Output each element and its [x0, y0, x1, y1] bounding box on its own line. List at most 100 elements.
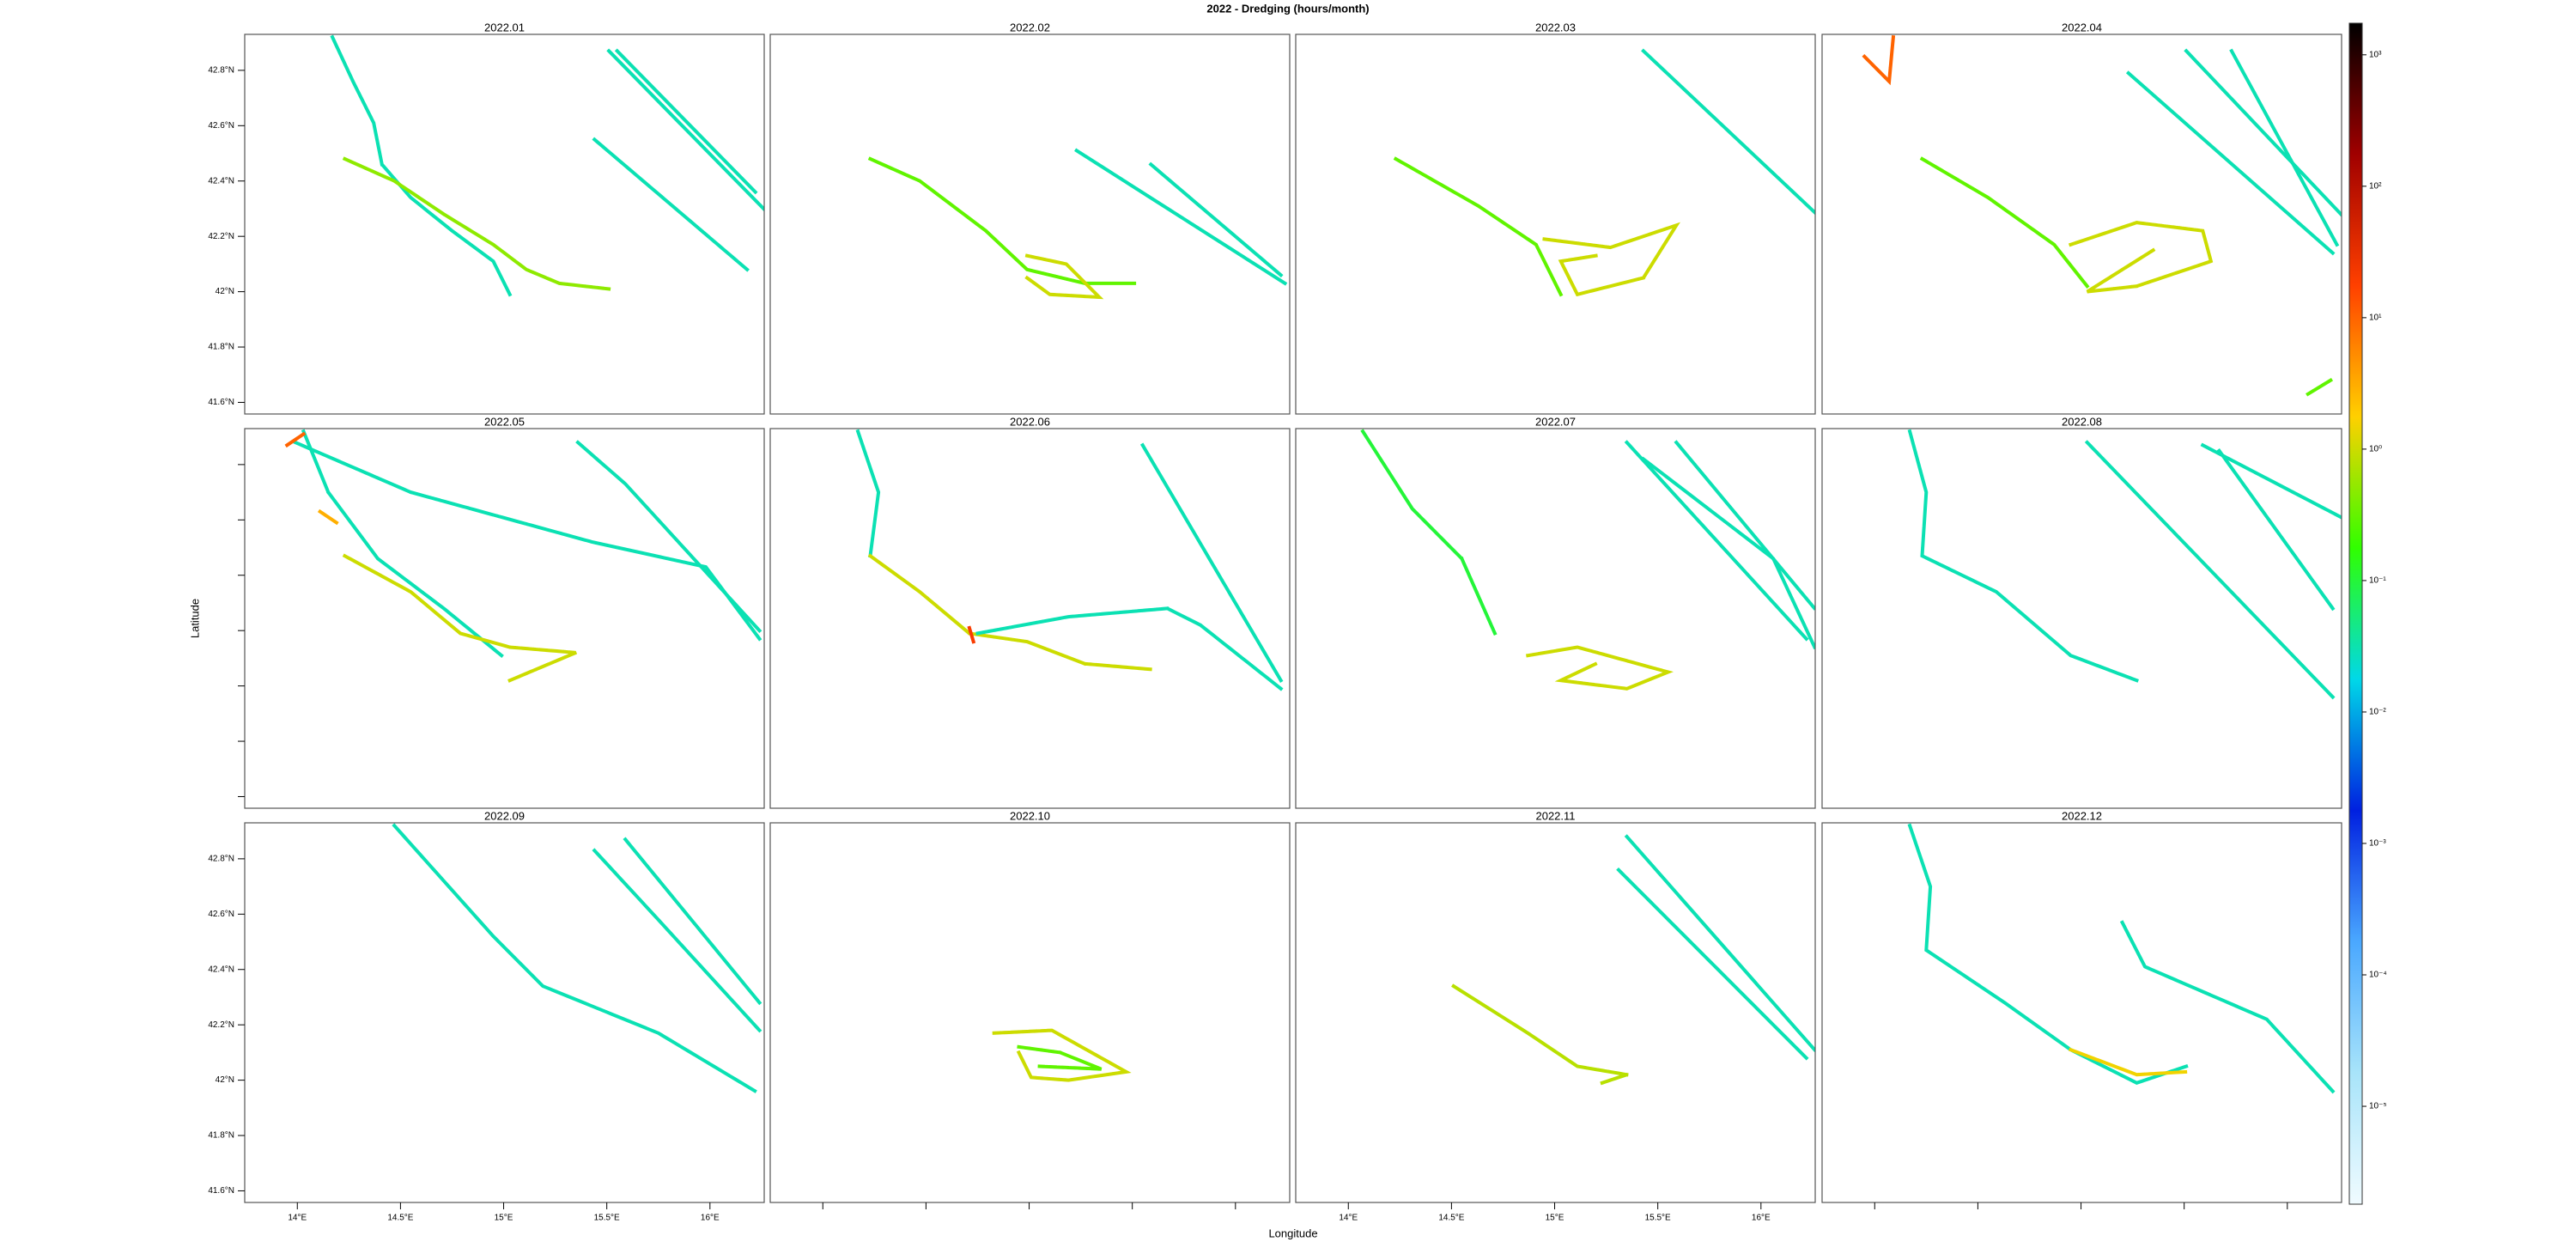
track: [592, 848, 762, 1033]
panel-frame: [769, 822, 1291, 1203]
track: [2084, 440, 2336, 700]
track-layer: [1862, 35, 2342, 397]
x-tick-label: 16°E: [701, 1214, 720, 1223]
track: [1674, 440, 1815, 612]
track: [1907, 429, 2139, 683]
track: [301, 429, 504, 659]
panel-title: 2022.03: [1535, 21, 1576, 33]
panel-title: 2022.01: [484, 21, 525, 33]
track: [1542, 222, 1680, 297]
track: [1451, 983, 1628, 1086]
track: [1393, 156, 1564, 297]
colorbar-tick-label: 10⁻⁴: [2369, 971, 2387, 980]
track: [2184, 48, 2342, 217]
y-tick-label: 42.4°N: [208, 965, 234, 974]
panel-title: 2022.11: [1535, 809, 1575, 822]
panel-frame: [1295, 33, 1816, 415]
panel-title: 2022.10: [1010, 809, 1050, 822]
panel-frame: [769, 428, 1291, 809]
track: [975, 606, 1284, 691]
y-tick-label: 42.4°N: [208, 176, 234, 186]
colorbar-tick-label: 10²: [2369, 181, 2382, 191]
track: [967, 625, 976, 644]
track: [317, 508, 339, 526]
track: [2068, 221, 2214, 294]
colorbar-tick-label: 10⁻⁵: [2369, 1102, 2387, 1111]
track: [1360, 429, 1498, 636]
track: [2216, 448, 2336, 612]
y-tick-label: 42.2°N: [208, 1020, 234, 1030]
panel-title: 2022.12: [2062, 809, 2102, 822]
track: [867, 156, 1137, 285]
panel-frame: [244, 428, 765, 809]
track: [855, 429, 881, 558]
track: [2306, 377, 2334, 397]
track-layer: [855, 429, 1284, 691]
x-tick-label: 15°E: [1546, 1214, 1564, 1223]
track: [2119, 920, 2336, 1094]
x-tick-label: 15°E: [495, 1214, 513, 1223]
panel-frame: [244, 33, 765, 415]
track: [342, 156, 611, 291]
panel-title: 2022.06: [1010, 415, 1050, 428]
x-tick-label: 14.5°E: [387, 1214, 413, 1223]
colorbar-tick-label: 10⁻²: [2369, 708, 2386, 717]
y-tick-label: 41.8°N: [208, 1131, 234, 1141]
x-tick-label: 16°E: [1752, 1214, 1771, 1223]
panel-title: 2022.02: [1010, 21, 1050, 33]
track: [1907, 823, 2189, 1085]
track: [614, 48, 758, 195]
panel-title: 2022.05: [484, 415, 525, 428]
x-tick-label: 15.5°E: [594, 1214, 620, 1223]
chart-title: 2022 - Dredging (hours/month): [1206, 2, 1369, 15]
y-axis-label: Latitude: [188, 599, 201, 638]
track: [1017, 1044, 1103, 1071]
panel-title: 2022.09: [484, 809, 525, 822]
track: [1624, 440, 1809, 642]
track: [284, 431, 307, 448]
track: [1641, 456, 1815, 650]
track: [342, 553, 577, 683]
y-tick-label: 42.6°N: [208, 121, 234, 131]
track: [867, 553, 1153, 672]
panel-frame: [1821, 33, 2342, 415]
colorbar: [2348, 22, 2363, 1205]
track: [623, 837, 762, 1006]
track: [2229, 48, 2340, 247]
track: [606, 48, 764, 211]
track-layer: [1360, 429, 1815, 691]
track: [992, 1028, 1132, 1082]
track: [1624, 834, 1815, 1053]
y-tick-label: 41.6°N: [208, 398, 234, 407]
y-tick-label: 42°N: [216, 287, 234, 296]
panel-frame: [1821, 428, 2342, 809]
x-tick-label: 14.5°E: [1438, 1214, 1464, 1223]
track-layer: [992, 1028, 1132, 1082]
panel-frame: [769, 33, 1291, 415]
y-tick-label: 41.6°N: [208, 1186, 234, 1196]
x-axis-label: Longitude: [1268, 1227, 1317, 1239]
y-tick-label: 42.8°N: [208, 66, 234, 76]
colorbar-tick-label: 10⁻¹: [2369, 576, 2386, 586]
panel-title: 2022.07: [1535, 415, 1576, 428]
y-tick-label: 42.6°N: [208, 910, 234, 919]
track: [1641, 48, 1815, 216]
track: [2125, 70, 2336, 256]
track-layer: [392, 823, 762, 1094]
track-layer: [867, 148, 1288, 300]
y-tick-label: 42°N: [216, 1075, 234, 1085]
panel-frame: [1295, 822, 1816, 1203]
track: [392, 823, 758, 1094]
track: [592, 137, 750, 272]
track: [1525, 645, 1674, 691]
track: [1919, 156, 2090, 289]
x-tick-label: 14°E: [1339, 1214, 1358, 1223]
track: [1139, 442, 1284, 683]
colorbar-tick-label: 10¹: [2369, 314, 2382, 323]
track: [1024, 253, 1104, 300]
track: [1074, 148, 1288, 286]
track-layer: [1907, 429, 2342, 700]
colorbar-tick-label: 10⁰: [2369, 445, 2382, 454]
colorbar-tick-label: 10⁻³: [2369, 839, 2386, 849]
